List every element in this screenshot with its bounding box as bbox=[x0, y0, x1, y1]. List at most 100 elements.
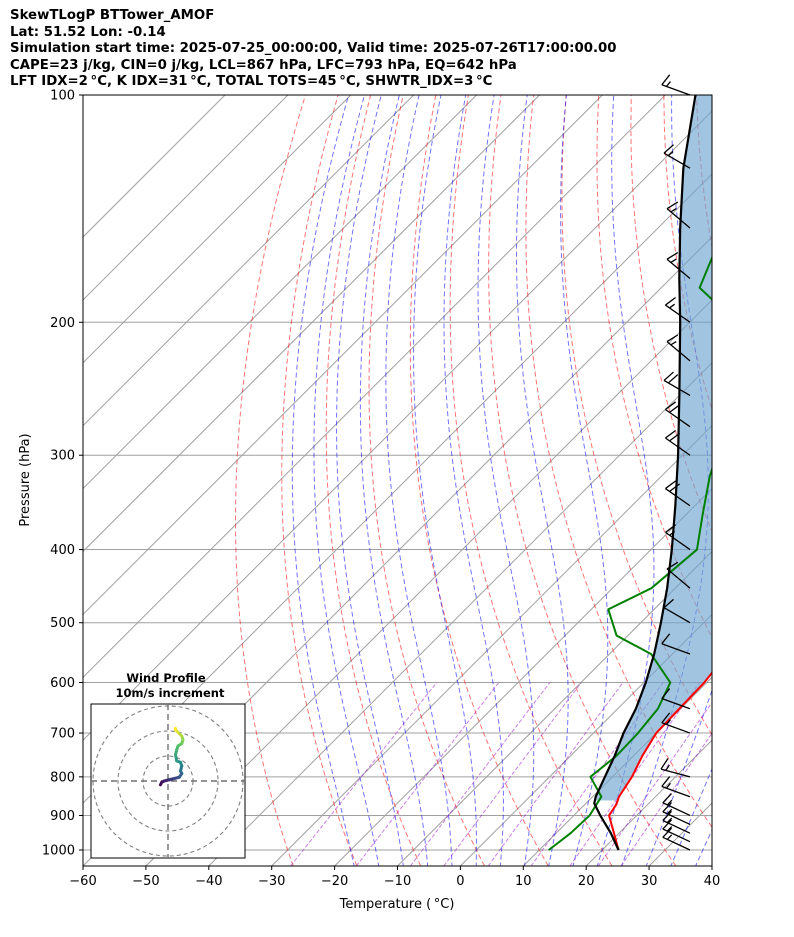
dry-adiabat bbox=[235, 95, 306, 866]
wind-barb bbox=[662, 793, 691, 817]
chart-title: SkewTLogP BTTower_AMOF bbox=[10, 8, 215, 23]
isotherm bbox=[83, 95, 415, 427]
y-tick-label: 500 bbox=[50, 616, 75, 631]
wind-barb bbox=[665, 401, 691, 428]
isotherm bbox=[208, 362, 712, 866]
isotherm bbox=[83, 95, 289, 301]
isotherm bbox=[648, 802, 712, 866]
x-tick-label: 20 bbox=[578, 874, 595, 889]
y-tick-label: 800 bbox=[50, 770, 75, 785]
y-tick-label: 200 bbox=[50, 316, 75, 331]
location-line: Lat: 51.52 Lon: -0.14 bbox=[10, 24, 166, 40]
wind-barb bbox=[663, 144, 691, 169]
parcel-path-line bbox=[593, 95, 697, 851]
mixing-ratio-line bbox=[409, 682, 551, 866]
mixing-ratio-line bbox=[487, 682, 624, 866]
wind-barb bbox=[662, 802, 691, 826]
isotherm bbox=[775, 95, 794, 866]
mixing-ratio-line bbox=[530, 682, 664, 866]
y-tick-label: 1000 bbox=[42, 844, 75, 859]
index-line: LFT IDX=2 °C, K IDX=31 °C, TOTAL TOTS=45… bbox=[10, 74, 493, 90]
dry-adiabat bbox=[596, 95, 712, 639]
mixing-ratio-line bbox=[290, 682, 438, 866]
moist-adiabat bbox=[291, 95, 355, 866]
wind-barb bbox=[665, 429, 691, 456]
y-tick-label: 900 bbox=[50, 809, 75, 824]
x-tick-label: −50 bbox=[132, 874, 159, 889]
dry-adiabat bbox=[449, 95, 613, 866]
x-tick-label: −60 bbox=[69, 874, 96, 889]
moist-adiabat bbox=[560, 95, 609, 866]
isotherm bbox=[334, 487, 712, 866]
dry-adiabat bbox=[729, 95, 794, 866]
wind-barb bbox=[666, 561, 691, 589]
hodograph-subtitle: 10m/s increment bbox=[116, 686, 225, 700]
moist-adiabat bbox=[720, 95, 794, 868]
moist-adiabat bbox=[744, 95, 794, 868]
wind-barb bbox=[661, 712, 691, 734]
hodograph-inset: Wind Profile 10m/s increment bbox=[90, 671, 246, 859]
isotherm bbox=[83, 95, 477, 490]
moist-adiabat bbox=[443, 95, 504, 866]
wind-barb bbox=[662, 827, 691, 851]
dewpoint-line bbox=[548, 255, 712, 851]
x-tick-label: −10 bbox=[384, 874, 411, 889]
hodograph-title: Wind Profile bbox=[126, 671, 206, 685]
mixing-ratio-line bbox=[597, 701, 712, 866]
wind-barb bbox=[661, 776, 691, 798]
moist-adiabat bbox=[336, 95, 404, 866]
mixing-ratio-line bbox=[355, 682, 500, 866]
isotherm bbox=[83, 95, 352, 364]
dry-adiabat bbox=[762, 95, 794, 866]
wind-barb bbox=[666, 252, 691, 279]
wind-barb bbox=[661, 633, 691, 655]
x-tick-label: 10 bbox=[515, 874, 532, 889]
moist-adiabat bbox=[359, 95, 429, 866]
temperature-line bbox=[608, 671, 712, 851]
isotherm bbox=[83, 95, 226, 238]
wind-barb bbox=[661, 688, 691, 710]
x-tick-label: 0 bbox=[456, 874, 464, 889]
moist-adiabat bbox=[516, 95, 569, 866]
time-line: Simulation start time: 2025-07-25_00:00:… bbox=[10, 41, 617, 57]
wind-barb bbox=[665, 480, 691, 507]
isotherm bbox=[397, 550, 712, 866]
wind-barb bbox=[660, 758, 691, 778]
wind-barbs bbox=[660, 74, 691, 851]
wind-barb bbox=[665, 297, 691, 323]
moist-adiabat bbox=[670, 767, 712, 866]
stability-indices-line: CAPE=23 j/kg, CIN=0 j/kg, LCL=867 hPa, L… bbox=[10, 57, 517, 73]
x-axis-label: Temperature ( °C) bbox=[339, 897, 455, 912]
wind-barb bbox=[662, 819, 691, 843]
dry-adiabat bbox=[368, 95, 485, 866]
isotherm bbox=[522, 676, 712, 866]
x-tick-label: −30 bbox=[258, 874, 285, 889]
moist-adiabat bbox=[413, 95, 477, 866]
dry-adiabat bbox=[325, 95, 422, 866]
y-tick-label: 400 bbox=[50, 543, 75, 558]
axes: −60 −50 −40 −30 −20 −10 0 10 20 30 40 1000 900 800 700… bbox=[42, 89, 720, 890]
x-tick-label: 40 bbox=[704, 874, 721, 889]
x-tick-label: −20 bbox=[321, 874, 348, 889]
chart-header: SkewTLogP BTTower_AMOF Lat: 51.52 Lon: -… bbox=[10, 8, 617, 91]
wind-barb bbox=[663, 598, 691, 624]
wind-barb bbox=[665, 524, 691, 551]
wind-barb bbox=[663, 371, 691, 397]
moist-adiabat bbox=[596, 95, 655, 866]
hodograph-ring bbox=[117, 730, 219, 832]
y-tick-label: 300 bbox=[50, 449, 75, 464]
wind-barb bbox=[662, 810, 691, 834]
cape-shading bbox=[594, 95, 712, 801]
dry-adiabat bbox=[409, 95, 549, 866]
y-tick-label: 600 bbox=[50, 676, 75, 691]
wind-barb bbox=[666, 201, 691, 229]
moist-adiabat bbox=[385, 95, 453, 866]
dry-adiabat bbox=[525, 95, 712, 829]
isotherm bbox=[145, 299, 712, 866]
isotherm bbox=[83, 95, 666, 679]
moist-adiabat bbox=[313, 95, 380, 866]
isotherm bbox=[83, 110, 712, 741]
y-axis-label: Pressure (hPa) bbox=[18, 433, 33, 526]
isotherm bbox=[83, 95, 540, 553]
